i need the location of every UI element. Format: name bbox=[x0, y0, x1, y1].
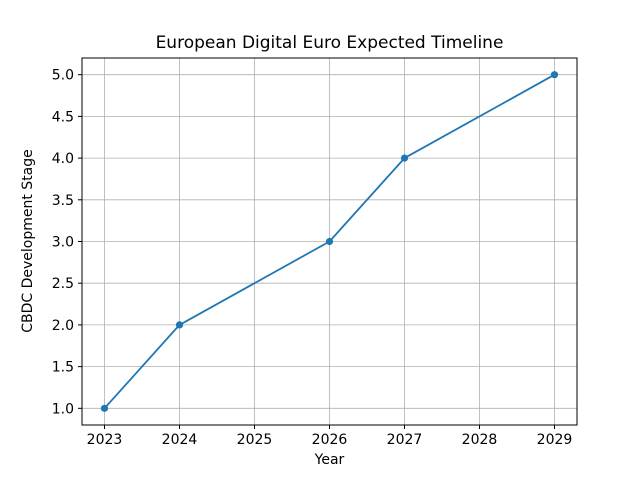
y-tick-label: 4.0 bbox=[52, 151, 74, 167]
x-tick-label: 2024 bbox=[162, 432, 198, 448]
y-tick-label: 2.5 bbox=[52, 276, 74, 292]
data-point bbox=[175, 321, 184, 329]
x-axis-label: Year bbox=[314, 452, 345, 468]
y-tick-label: 3.5 bbox=[52, 193, 74, 209]
y-tick-label: 2.0 bbox=[52, 318, 74, 334]
y-tick-label: 4.5 bbox=[52, 109, 74, 125]
chart-title: European Digital Euro Expected Timeline bbox=[155, 33, 504, 53]
x-tick-label: 2023 bbox=[87, 432, 123, 448]
x-tick-label: 2029 bbox=[537, 432, 573, 448]
data-point bbox=[100, 404, 109, 412]
data-point bbox=[550, 71, 559, 79]
x-tick-label: 2025 bbox=[237, 432, 273, 448]
data-point bbox=[400, 154, 409, 162]
y-tick-label: 1.5 bbox=[52, 360, 74, 376]
y-tick-label: 3.0 bbox=[52, 235, 74, 251]
x-tick-label: 2027 bbox=[387, 432, 423, 448]
y-axis-label: CBDC Development Stage bbox=[20, 149, 36, 333]
x-tick-label: 2028 bbox=[462, 432, 498, 448]
data-point bbox=[325, 237, 334, 246]
x-tick-label: 2026 bbox=[312, 432, 348, 448]
y-tick-label: 5.0 bbox=[52, 68, 74, 84]
y-tick-label: 1.0 bbox=[52, 401, 74, 417]
